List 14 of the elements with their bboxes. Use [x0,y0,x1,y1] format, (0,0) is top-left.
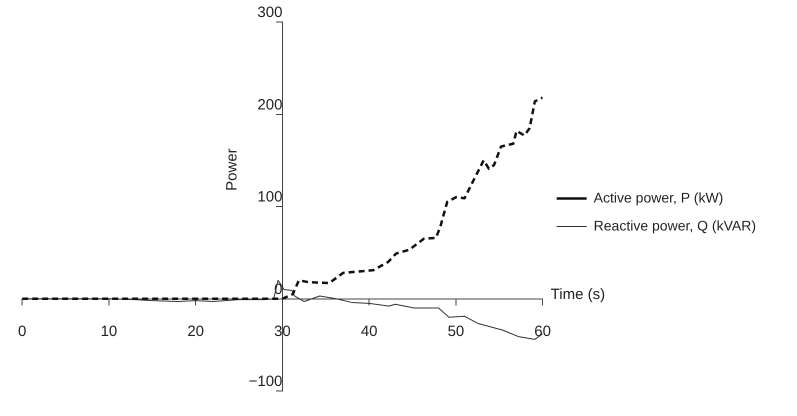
x-axis-title: Time (s) [550,286,606,303]
legend-label: Active power, P (kW) [594,189,724,206]
y-tick-label: 100 [257,188,282,206]
x-tick-label: 10 [100,322,118,340]
y-axis-title: Power [224,148,241,191]
x-tick-label: 60 [534,322,551,340]
x-tick-label: 40 [360,322,378,340]
legend-label: Reactive power, Q (kVAR) [594,217,756,234]
y-tick-label: 300 [257,4,282,22]
y-tick-label: −100 [248,373,282,390]
x-tick-label: 0 [18,322,26,340]
y-tick-label: 200 [257,96,282,114]
x-tick-label: 20 [187,322,204,340]
x-tick-label: 50 [448,322,464,340]
